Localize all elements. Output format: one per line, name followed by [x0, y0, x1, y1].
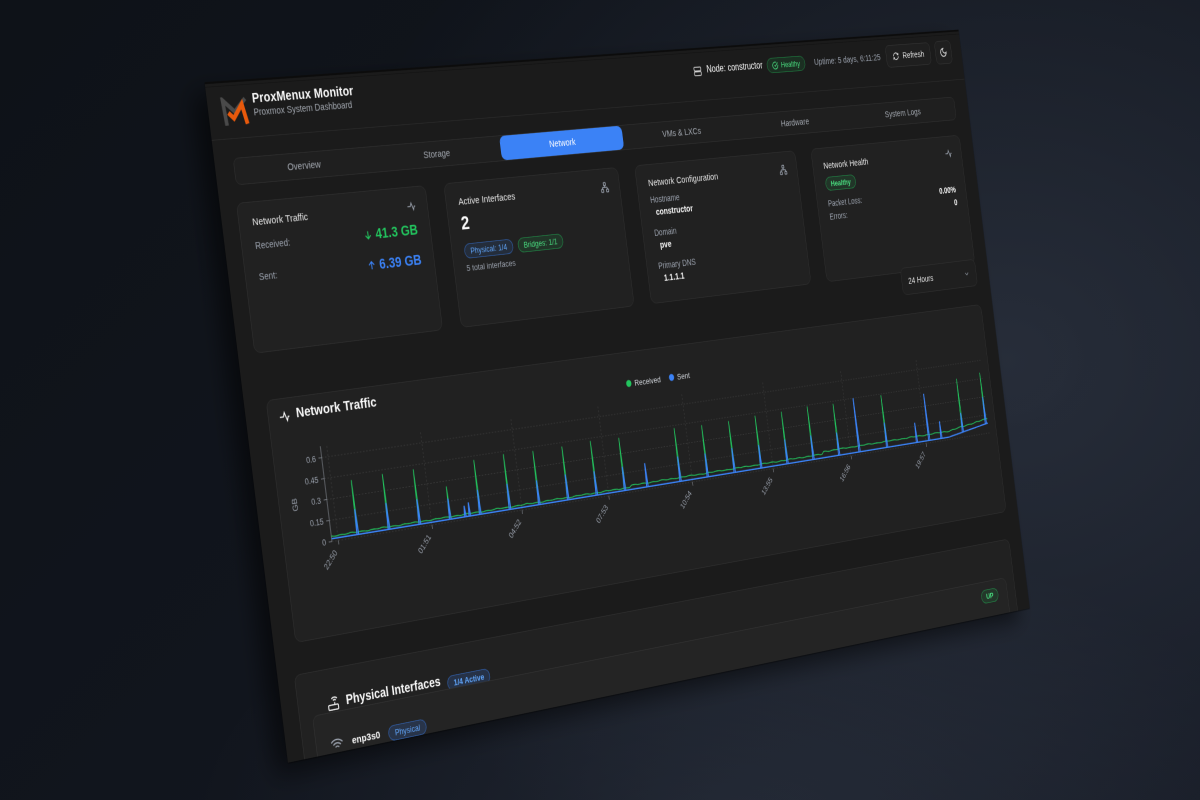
svg-text:0.15: 0.15 — [309, 517, 324, 529]
svg-text:07:53: 07:53 — [595, 503, 610, 525]
svg-text:10:54: 10:54 — [679, 489, 693, 511]
svg-text:GB: GB — [290, 497, 300, 512]
svg-text:Received: Received — [634, 374, 662, 388]
svg-text:13:55: 13:55 — [760, 475, 774, 496]
svg-text:04:52: 04:52 — [508, 517, 523, 540]
svg-text:0.45: 0.45 — [304, 475, 319, 487]
svg-text:01:51: 01:51 — [417, 532, 433, 555]
svg-text:0.3: 0.3 — [311, 496, 322, 507]
svg-text:Sent: Sent — [676, 370, 690, 382]
svg-text:22:50: 22:50 — [323, 548, 340, 572]
svg-text:0: 0 — [322, 538, 327, 548]
svg-text:16:56: 16:56 — [839, 462, 852, 483]
svg-text:19:57: 19:57 — [914, 450, 927, 471]
svg-text:0.6: 0.6 — [306, 454, 317, 465]
